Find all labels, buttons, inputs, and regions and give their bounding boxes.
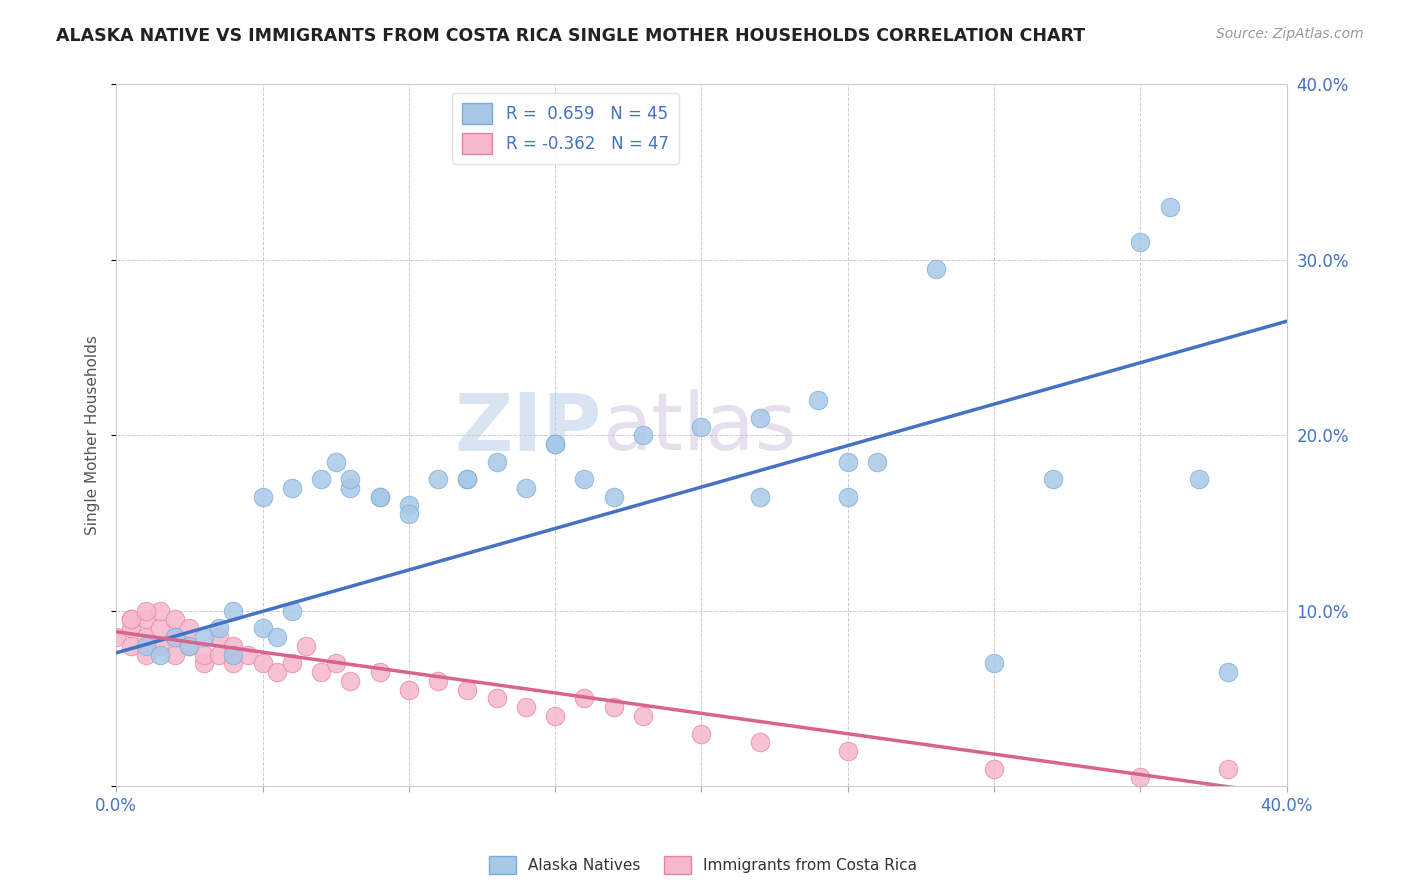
Legend: R =  0.659   N = 45, R = -0.362   N = 47: R = 0.659 N = 45, R = -0.362 N = 47	[453, 93, 679, 164]
Point	[427, 673, 450, 688]
Point	[149, 621, 172, 635]
Point	[193, 657, 215, 671]
Point	[1042, 472, 1064, 486]
Point	[149, 604, 172, 618]
Legend: Alaska Natives, Immigrants from Costa Rica: Alaska Natives, Immigrants from Costa Ri…	[482, 850, 924, 880]
Point	[252, 490, 274, 504]
Point	[398, 499, 420, 513]
Point	[163, 630, 186, 644]
Point	[179, 639, 201, 653]
Point	[208, 621, 231, 635]
Point	[602, 490, 624, 504]
Point	[690, 419, 713, 434]
Point	[339, 481, 361, 495]
Point	[266, 665, 288, 679]
Point	[924, 261, 946, 276]
Point	[266, 630, 288, 644]
Point	[631, 428, 654, 442]
Point	[120, 639, 142, 653]
Point	[339, 472, 361, 486]
Point	[135, 630, 157, 644]
Point	[163, 648, 186, 662]
Y-axis label: Single Mother Households: Single Mother Households	[86, 335, 100, 535]
Point	[749, 490, 772, 504]
Point	[163, 612, 186, 626]
Point	[574, 691, 596, 706]
Point	[281, 481, 304, 495]
Point	[281, 604, 304, 618]
Point	[179, 639, 201, 653]
Point	[368, 665, 391, 679]
Point	[690, 726, 713, 740]
Point	[179, 621, 201, 635]
Point	[631, 709, 654, 723]
Point	[208, 630, 231, 644]
Point	[295, 639, 318, 653]
Point	[456, 472, 478, 486]
Point	[149, 639, 172, 653]
Point	[1159, 200, 1181, 214]
Point	[339, 673, 361, 688]
Point	[485, 691, 508, 706]
Point	[135, 612, 157, 626]
Point	[837, 454, 859, 468]
Point	[544, 437, 567, 451]
Text: Source: ZipAtlas.com: Source: ZipAtlas.com	[1216, 27, 1364, 41]
Point	[398, 507, 420, 521]
Point	[135, 639, 157, 653]
Point	[222, 639, 245, 653]
Point	[135, 648, 157, 662]
Point	[602, 700, 624, 714]
Point	[574, 472, 596, 486]
Point	[807, 393, 830, 408]
Point	[515, 481, 537, 495]
Point	[325, 454, 347, 468]
Point	[837, 490, 859, 504]
Point	[252, 621, 274, 635]
Point	[983, 762, 1005, 776]
Point	[309, 472, 332, 486]
Point	[866, 454, 889, 468]
Point	[983, 657, 1005, 671]
Point	[281, 657, 304, 671]
Point	[749, 410, 772, 425]
Point	[544, 437, 567, 451]
Point	[485, 454, 508, 468]
Point	[1129, 770, 1152, 784]
Point	[222, 604, 245, 618]
Point	[222, 657, 245, 671]
Point	[236, 648, 259, 662]
Point	[309, 665, 332, 679]
Point	[252, 657, 274, 671]
Point	[149, 648, 172, 662]
Point	[120, 612, 142, 626]
Text: atlas: atlas	[602, 389, 796, 467]
Point	[222, 648, 245, 662]
Point	[837, 744, 859, 758]
Point	[325, 657, 347, 671]
Point	[120, 621, 142, 635]
Point	[427, 472, 450, 486]
Point	[193, 648, 215, 662]
Point	[368, 490, 391, 504]
Point	[1216, 665, 1239, 679]
Point	[120, 612, 142, 626]
Point	[368, 490, 391, 504]
Point	[456, 472, 478, 486]
Point	[1216, 762, 1239, 776]
Point	[193, 630, 215, 644]
Point	[544, 709, 567, 723]
Text: ZIP: ZIP	[454, 389, 602, 467]
Point	[208, 648, 231, 662]
Point	[398, 682, 420, 697]
Point	[135, 604, 157, 618]
Point	[515, 700, 537, 714]
Point	[456, 682, 478, 697]
Point	[1188, 472, 1211, 486]
Point	[749, 735, 772, 749]
Point	[105, 630, 128, 644]
Point	[1129, 235, 1152, 250]
Text: ALASKA NATIVE VS IMMIGRANTS FROM COSTA RICA SINGLE MOTHER HOUSEHOLDS CORRELATION: ALASKA NATIVE VS IMMIGRANTS FROM COSTA R…	[56, 27, 1085, 45]
Point	[163, 630, 186, 644]
